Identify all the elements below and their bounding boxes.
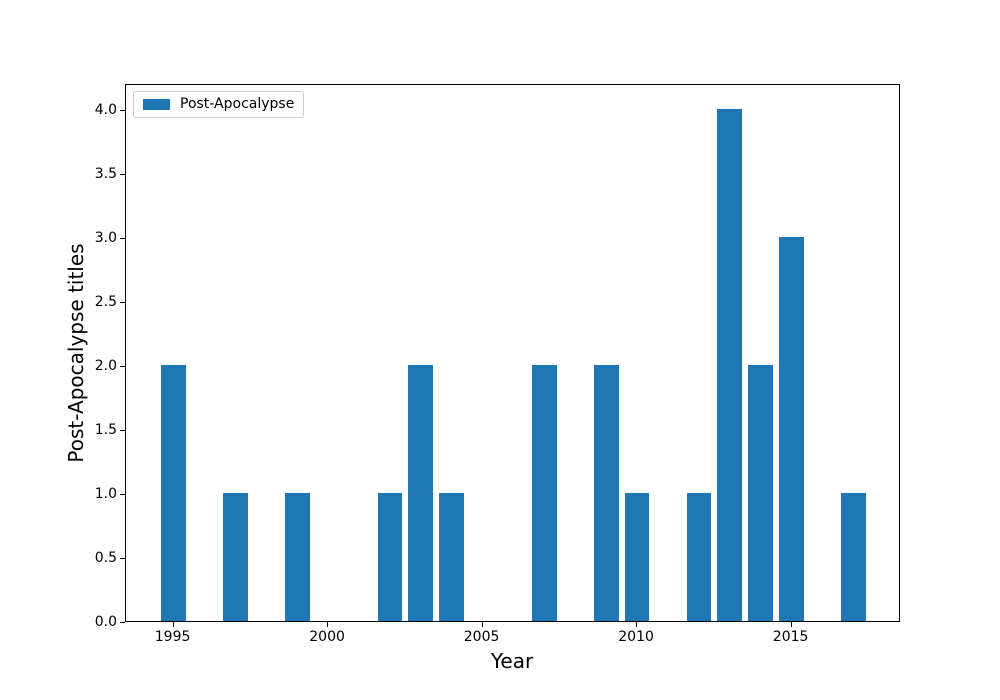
y-tick-mark-2.5 xyxy=(120,301,125,303)
y-tick-mark-1.5 xyxy=(120,429,125,431)
bar-2007 xyxy=(532,364,557,621)
y-tick-label-0.0: 0.0 xyxy=(94,614,117,630)
bar-2004 xyxy=(439,492,465,621)
bar-2015 xyxy=(779,236,804,621)
y-tick-mark-1.0 xyxy=(120,493,125,495)
bar-1997 xyxy=(223,492,248,621)
x-tick-mark-2015 xyxy=(790,622,792,627)
y-tick-mark-3.5 xyxy=(120,173,125,175)
y-tick-label-3.0: 3.0 xyxy=(94,229,117,246)
x-tick-label-1995: 1995 xyxy=(154,629,191,645)
bar-2002 xyxy=(377,492,403,621)
y-tick-label-2.0: 2.0 xyxy=(94,357,117,374)
legend: Post-Apocalypse xyxy=(133,91,305,118)
bar-2010 xyxy=(624,492,650,621)
bar-1995 xyxy=(161,364,186,621)
bar-1999 xyxy=(284,492,310,621)
y-tick-label-4.0: 4.0 xyxy=(94,101,117,118)
bar-2013 xyxy=(717,108,743,621)
x-tick-label-2015: 2015 xyxy=(772,629,809,645)
plot-area: Post-Apocalypse xyxy=(125,84,900,622)
y-tick-label-1.5: 1.5 xyxy=(94,421,117,438)
x-tick-mark-1995 xyxy=(172,622,174,627)
y-tick-mark-0.0 xyxy=(120,622,125,623)
y-tick-label-3.5: 3.5 xyxy=(94,165,117,182)
x-tick-mark-2010 xyxy=(636,622,638,627)
x-tick-mark-2000 xyxy=(327,622,329,627)
y-tick-mark-0.5 xyxy=(120,557,125,559)
legend-swatch xyxy=(143,99,170,110)
x-tick-label-2005: 2005 xyxy=(463,629,500,645)
y-tick-label-1.0: 1.0 xyxy=(94,485,117,502)
legend-label: Post-Apocalypse xyxy=(180,96,295,112)
y-tick-mark-4.0 xyxy=(120,109,125,111)
bar-2009 xyxy=(593,364,619,621)
x-tick-mark-2005 xyxy=(481,622,483,627)
y-tick-mark-2.0 xyxy=(120,365,125,367)
bar-2003 xyxy=(408,364,434,621)
bar-2014 xyxy=(748,364,774,621)
y-tick-label-0.5: 0.5 xyxy=(94,549,117,566)
bar-2012 xyxy=(686,492,712,621)
x-tick-label-2000: 2000 xyxy=(309,629,345,645)
bar-2017 xyxy=(841,492,866,621)
x-tick-label-2010: 2010 xyxy=(618,629,654,645)
x-axis-label: Year xyxy=(490,649,534,673)
y-tick-label-2.5: 2.5 xyxy=(94,293,117,310)
y-tick-mark-3.0 xyxy=(120,237,125,239)
